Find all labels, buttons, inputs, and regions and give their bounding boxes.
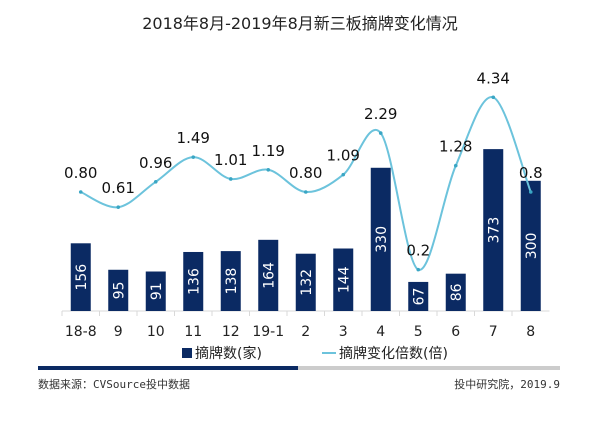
x-tick-label: 8 [526,324,535,340]
line-label: 0.80 [64,164,97,182]
line-label: 1.09 [327,147,360,165]
footer-divider-dark [38,366,298,370]
x-tick-label: 5 [414,324,423,340]
x-tick-label: 11 [184,324,202,340]
line-label: 4.34 [477,69,510,87]
line-point [78,190,83,194]
bar [220,251,241,311]
bar-label: 330 [374,226,390,253]
line-point [191,155,196,159]
x-tick-label: 19-1 [252,324,284,340]
bar-label: 86 [449,283,465,301]
line-point [266,167,271,172]
legend-bar-label: 摘牌数(家) [195,346,262,362]
bar-label: 300 [524,233,540,260]
legend-bar-swatch [182,348,192,358]
bar [295,253,316,311]
legend-line-swatch [322,352,336,354]
x-tick-label: 2 [301,324,310,340]
bar-label: 144 [336,266,352,293]
line-label: 1.28 [439,138,472,156]
bar [520,180,541,311]
line-label: 0.80 [289,164,322,182]
line-point [491,95,496,100]
bar [108,269,129,311]
legend-bar: 摘牌数(家) [182,343,262,363]
bar [183,251,204,311]
line-series [80,96,532,271]
x-tick-label: 12 [222,324,240,340]
footer-divider-grey [298,366,560,370]
bar [483,149,504,311]
x-tick-label: 9 [114,324,123,340]
x-tick-label: 4 [376,324,385,340]
line-point [416,267,421,272]
bar [258,239,279,311]
legend-line: 摘牌变化倍数(倍) [322,343,448,363]
x-tick-label: 7 [489,324,498,340]
legend-line-label: 摘牌变化倍数(倍) [339,346,448,362]
x-tick-label: 3 [339,324,348,340]
bar-label: 373 [486,217,502,244]
bar [445,273,466,311]
bar [145,271,166,311]
credit-note: 投中研究院，2019.9 [454,378,560,391]
line-point [303,190,308,194]
bar-label: 138 [224,268,240,295]
line-point [116,205,121,209]
bar-label: 164 [261,262,277,289]
chart-title: 2018年8月-2019年8月新三板摘牌变化情况 [142,14,458,33]
line-label: 1.49 [177,129,210,147]
bar-label: 132 [299,269,315,296]
bar [333,248,354,311]
bar-label: 136 [186,268,202,295]
bar [408,281,429,311]
line-label: 1.01 [214,151,247,169]
line-label: 1.19 [252,142,285,160]
line-point [453,163,458,168]
source-note: 数据来源：CVSource投中数据 [38,378,190,391]
bar-label: 95 [111,281,127,299]
line-label: 0.8 [519,164,543,182]
x-tick-label: 18-8 [65,324,97,340]
line-label: 0.61 [102,179,135,197]
line-point [153,179,158,184]
line-label: 0.96 [139,154,172,172]
bar-label: 91 [149,282,165,300]
bar-label: 67 [411,288,427,306]
line-label: 0.2 [406,242,430,260]
line-point [228,177,233,181]
bar [370,167,391,311]
line-label: 2.29 [364,105,397,123]
x-tick-label: 6 [451,324,460,340]
bar [70,243,91,311]
line-point [378,131,383,135]
line-point [528,190,533,194]
bar-label: 156 [74,264,90,291]
x-tick-label: 10 [147,324,165,340]
line-point [341,172,346,177]
